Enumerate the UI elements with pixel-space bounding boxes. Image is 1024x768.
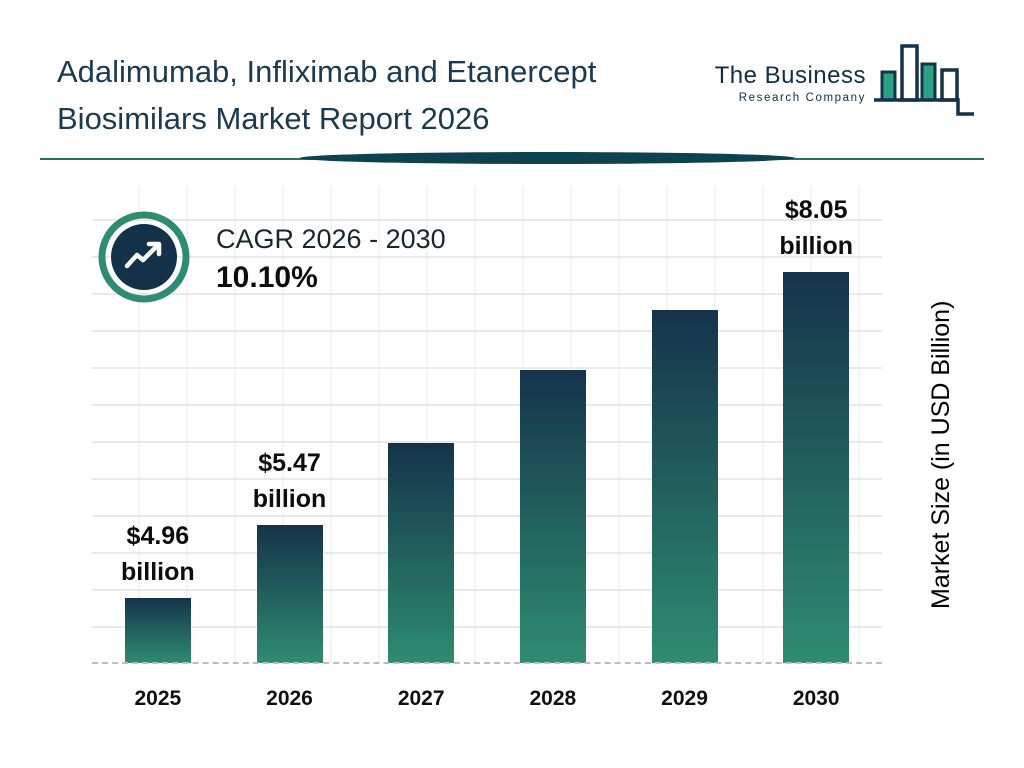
bar-2026 — [256, 525, 323, 663]
x-axis-tick-2026: 2026 — [266, 687, 313, 710]
bar-column-2026: $5.47 billion 2026 — [224, 185, 356, 710]
page-title-line1: Adalimumab, Infliximab and Etanercept — [57, 54, 597, 89]
company-subtitle: Research Company — [738, 92, 866, 104]
x-axis-tick-2027: 2027 — [397, 687, 445, 710]
bar-2030 — [783, 272, 850, 663]
bar-value-label-2026: $5.47 billion — [252, 449, 327, 513]
bar-column-2029: 2029 — [619, 185, 751, 710]
bar-column-2028: 2028 — [487, 185, 619, 710]
bar-column-2030: $8.05 billion 2030 — [750, 185, 882, 710]
company-name: The Business — [714, 62, 866, 89]
bar-2028 — [519, 370, 586, 663]
x-axis-tick-2025: 2025 — [134, 687, 182, 710]
chart-baseline — [92, 662, 882, 664]
growth-trend-icon — [97, 210, 191, 309]
cagr-badge: CAGR 2026 - 2030 10.10% — [97, 210, 446, 309]
bar-2027 — [388, 443, 455, 663]
page-title: Adalimumab, Infliximab and Etanercept Bi… — [57, 48, 596, 142]
bar-value-label-2030: $8.05 billion — [779, 196, 853, 260]
bar-column-2025: $4.96 billion 2025 — [92, 185, 224, 710]
cagr-value: 10.10% — [216, 261, 318, 294]
company-logo-text: The Business Research Company — [715, 40, 866, 104]
header-divider-accent — [300, 152, 795, 164]
cagr-period-label: CAGR 2026 - 2030 — [216, 224, 446, 254]
x-axis-tick-2029: 2029 — [661, 687, 708, 710]
y-axis-label: Market Size (in USD Billion) — [927, 300, 955, 610]
bars-row: $4.96 billion 2025 $5.47 billion 2026 2027 2028… — [92, 185, 882, 710]
page-title-line2: Biosimilars Market Report 2026 — [57, 101, 490, 136]
x-axis-tick-2030: 2030 — [792, 687, 840, 710]
bar-2025 — [124, 598, 191, 663]
x-axis-tick-2028: 2028 — [529, 687, 577, 710]
bar-column-2027: 2027 — [355, 185, 487, 710]
bar-value-label-2025: $4.96 billion — [121, 522, 195, 586]
cagr-texts: CAGR 2026 - 2030 10.10% — [216, 224, 446, 295]
bar-2029 — [651, 310, 718, 663]
bar-chart-logo-icon — [872, 40, 976, 125]
company-logo: The Business Research Company — [715, 40, 976, 125]
